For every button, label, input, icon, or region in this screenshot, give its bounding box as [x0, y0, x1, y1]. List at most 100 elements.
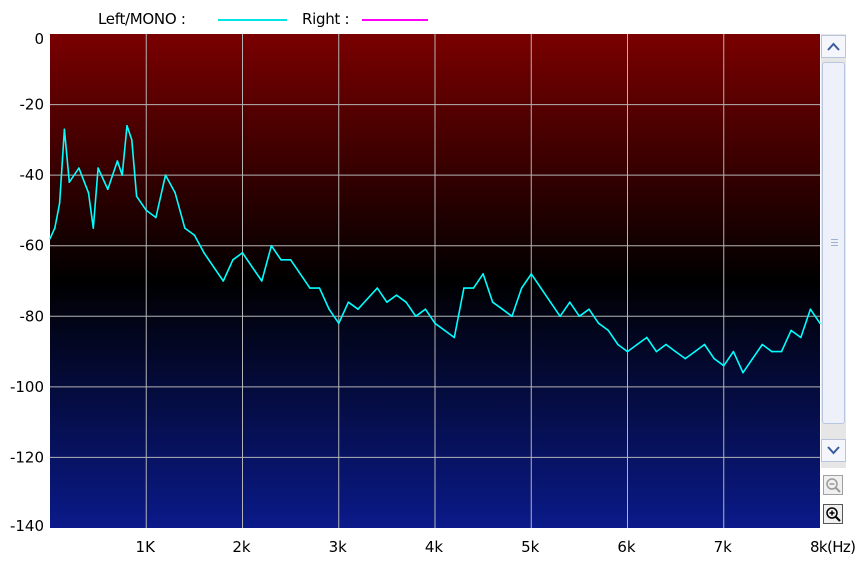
- data-point: [116, 160, 119, 162]
- x-tick-label: 5k: [521, 538, 540, 556]
- data-point: [799, 336, 802, 339]
- data-point: [347, 301, 350, 303]
- data-point: [530, 273, 533, 275]
- data-point: [463, 287, 465, 289]
- x-tick-label: 7k: [714, 538, 733, 556]
- data-point: [405, 301, 407, 303]
- data-point: [511, 315, 513, 318]
- x-tick-label: 1K: [136, 538, 157, 556]
- data-point: [318, 287, 321, 289]
- data-point: [790, 329, 792, 332]
- legend-right-label: Right :: [302, 10, 350, 28]
- data-point: [540, 287, 542, 289]
- data-point: [771, 350, 773, 353]
- data-point: [655, 350, 658, 353]
- data-point: [414, 315, 417, 318]
- y-tick-label: -40: [20, 166, 45, 184]
- data-point: [549, 301, 552, 303]
- x-tick-label: 3k: [329, 538, 348, 556]
- scroll-up-button[interactable]: [821, 35, 846, 58]
- data-point: [722, 364, 725, 367]
- data-point: [78, 167, 80, 169]
- scrollbar-thumb[interactable]: [822, 62, 845, 424]
- data-point: [434, 322, 436, 325]
- data-point: [260, 280, 263, 282]
- data-point: [193, 234, 196, 236]
- data-point: [674, 350, 677, 353]
- data-point: [54, 227, 56, 229]
- data-point: [809, 308, 812, 311]
- data-point: [106, 188, 109, 191]
- data-point: [212, 266, 215, 268]
- data-point: [270, 244, 273, 247]
- y-tick-label: -140: [10, 517, 44, 535]
- data-point: [453, 336, 456, 339]
- grid-lines: [50, 34, 820, 528]
- data-point: [145, 209, 148, 212]
- data-point: [742, 371, 744, 374]
- data-point: [713, 357, 715, 360]
- data-point: [174, 191, 176, 194]
- data-point: [309, 287, 311, 289]
- data-point: [684, 357, 687, 360]
- data-point: [636, 343, 638, 346]
- x-tick-label: 8k(Hz): [810, 538, 856, 556]
- data-point: [328, 308, 330, 311]
- data-point: [183, 227, 186, 229]
- data-point: [87, 191, 90, 194]
- data-point: [251, 266, 253, 268]
- trace-layer: [49, 124, 821, 374]
- data-point: [357, 308, 359, 311]
- x-tick-labels: 1K 2k 3k 4k 5k 6k 7k 8k(Hz): [136, 538, 856, 556]
- x-tick-label: 6k: [617, 538, 636, 556]
- data-point: [607, 329, 610, 332]
- data-point: [443, 329, 446, 332]
- legend-left-swatch: [218, 19, 287, 21]
- data-point: [751, 357, 754, 360]
- data-point: [121, 174, 123, 176]
- y-tick-label: 0: [34, 30, 44, 48]
- y-tick-label: -80: [20, 307, 45, 325]
- data-point: [395, 294, 398, 296]
- zoom-out-icon: [826, 478, 841, 493]
- data-point: [424, 308, 427, 311]
- zoom-in-button[interactable]: [823, 504, 843, 524]
- series-line-0: [49, 124, 821, 374]
- data-point: [482, 273, 484, 275]
- y-tick-label: -20: [20, 96, 45, 114]
- x-tick-label: 4k: [425, 538, 444, 556]
- y-tick-label: -60: [20, 237, 45, 255]
- data-point: [588, 308, 590, 311]
- data-point: [703, 343, 706, 346]
- chevron-down-icon: [827, 446, 840, 455]
- data-point: [780, 350, 783, 353]
- data-point: [63, 128, 66, 131]
- data-point: [559, 315, 561, 318]
- data-point: [694, 350, 696, 353]
- data-point: [241, 251, 244, 254]
- data-point: [578, 315, 581, 318]
- data-point: [491, 301, 494, 303]
- data-point: [645, 336, 648, 339]
- data-point: [337, 322, 340, 325]
- y-tick-label: -120: [10, 448, 44, 466]
- scroll-down-button[interactable]: [821, 439, 846, 462]
- y-tick-labels: 0 -20 -40 -60 -80 -100 -120 -140: [10, 30, 44, 535]
- legend-right-swatch: [362, 19, 428, 21]
- legend-left-label: Left/MONO :: [98, 10, 186, 28]
- data-point: [203, 251, 205, 254]
- y-tick-label: -100: [10, 378, 44, 396]
- data-point: [386, 301, 388, 303]
- data-point: [164, 174, 167, 176]
- data-point: [501, 308, 504, 311]
- zoom-out-button[interactable]: [823, 475, 843, 495]
- chart-legend: Left/MONO : Right :: [0, 9, 858, 31]
- data-point: [289, 259, 292, 261]
- data-point: [472, 287, 475, 289]
- data-point: [732, 350, 735, 353]
- data-point: [49, 237, 51, 240]
- data-point: [97, 167, 99, 169]
- zoom-in-icon: [826, 507, 841, 522]
